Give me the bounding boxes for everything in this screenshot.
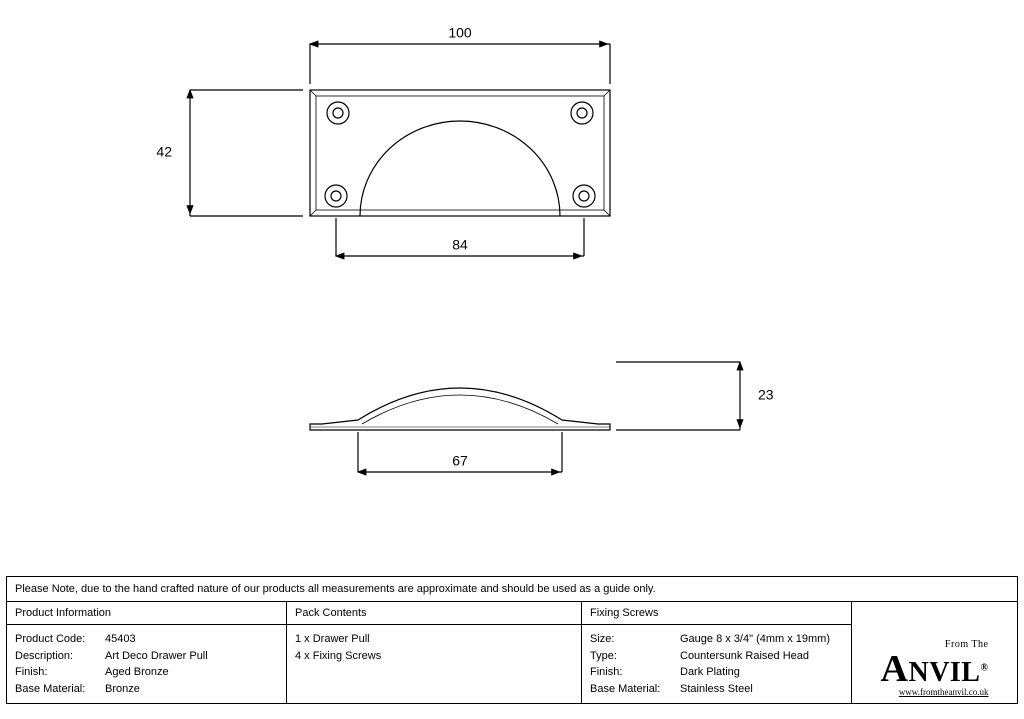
pack-contents-column: Pack Contents 1 x Drawer Pull4 x Fixing …: [287, 602, 582, 703]
pack-item: 1 x Drawer Pull: [295, 631, 573, 648]
fixing-screws-header: Fixing Screws: [582, 602, 851, 625]
fixing-row: Finish:Dark Plating: [590, 664, 843, 681]
product-info-row: Finish:Aged Bronze: [15, 664, 278, 681]
svg-text:42: 42: [156, 144, 172, 160]
technical-drawing: 100 42 84 23 67: [0, 0, 1024, 575]
svg-text:23: 23: [758, 387, 774, 403]
fixing-row: Base Material:Stainless Steel: [590, 681, 843, 698]
product-info-row: Base Material:Bronze: [15, 681, 278, 698]
fixing-screws-column: Fixing Screws Size:Gauge 8 x 3/4" (4mm x…: [582, 602, 852, 703]
svg-text:84: 84: [452, 237, 468, 253]
brand-logo: From The ANVIL® www.fromtheanvil.co.uk: [852, 602, 1017, 703]
note-text: Please Note, due to the hand crafted nat…: [7, 577, 1017, 602]
product-info-column: Product Information Product Code:45403De…: [7, 602, 287, 703]
product-info-header: Product Information: [7, 602, 286, 625]
pack-contents-header: Pack Contents: [287, 602, 581, 625]
product-info-row: Product Code:45403: [15, 631, 278, 648]
product-info-row: Description:Art Deco Drawer Pull: [15, 648, 278, 665]
info-panel: Please Note, due to the hand crafted nat…: [6, 576, 1018, 704]
brand-line2: ANVIL®: [881, 650, 989, 688]
svg-text:67: 67: [452, 453, 468, 469]
fixing-row: Type:Countersunk Raised Head: [590, 648, 843, 665]
pack-item: 4 x Fixing Screws: [295, 648, 573, 665]
svg-text:100: 100: [448, 25, 472, 41]
fixing-row: Size:Gauge 8 x 3/4" (4mm x 19mm): [590, 631, 843, 648]
